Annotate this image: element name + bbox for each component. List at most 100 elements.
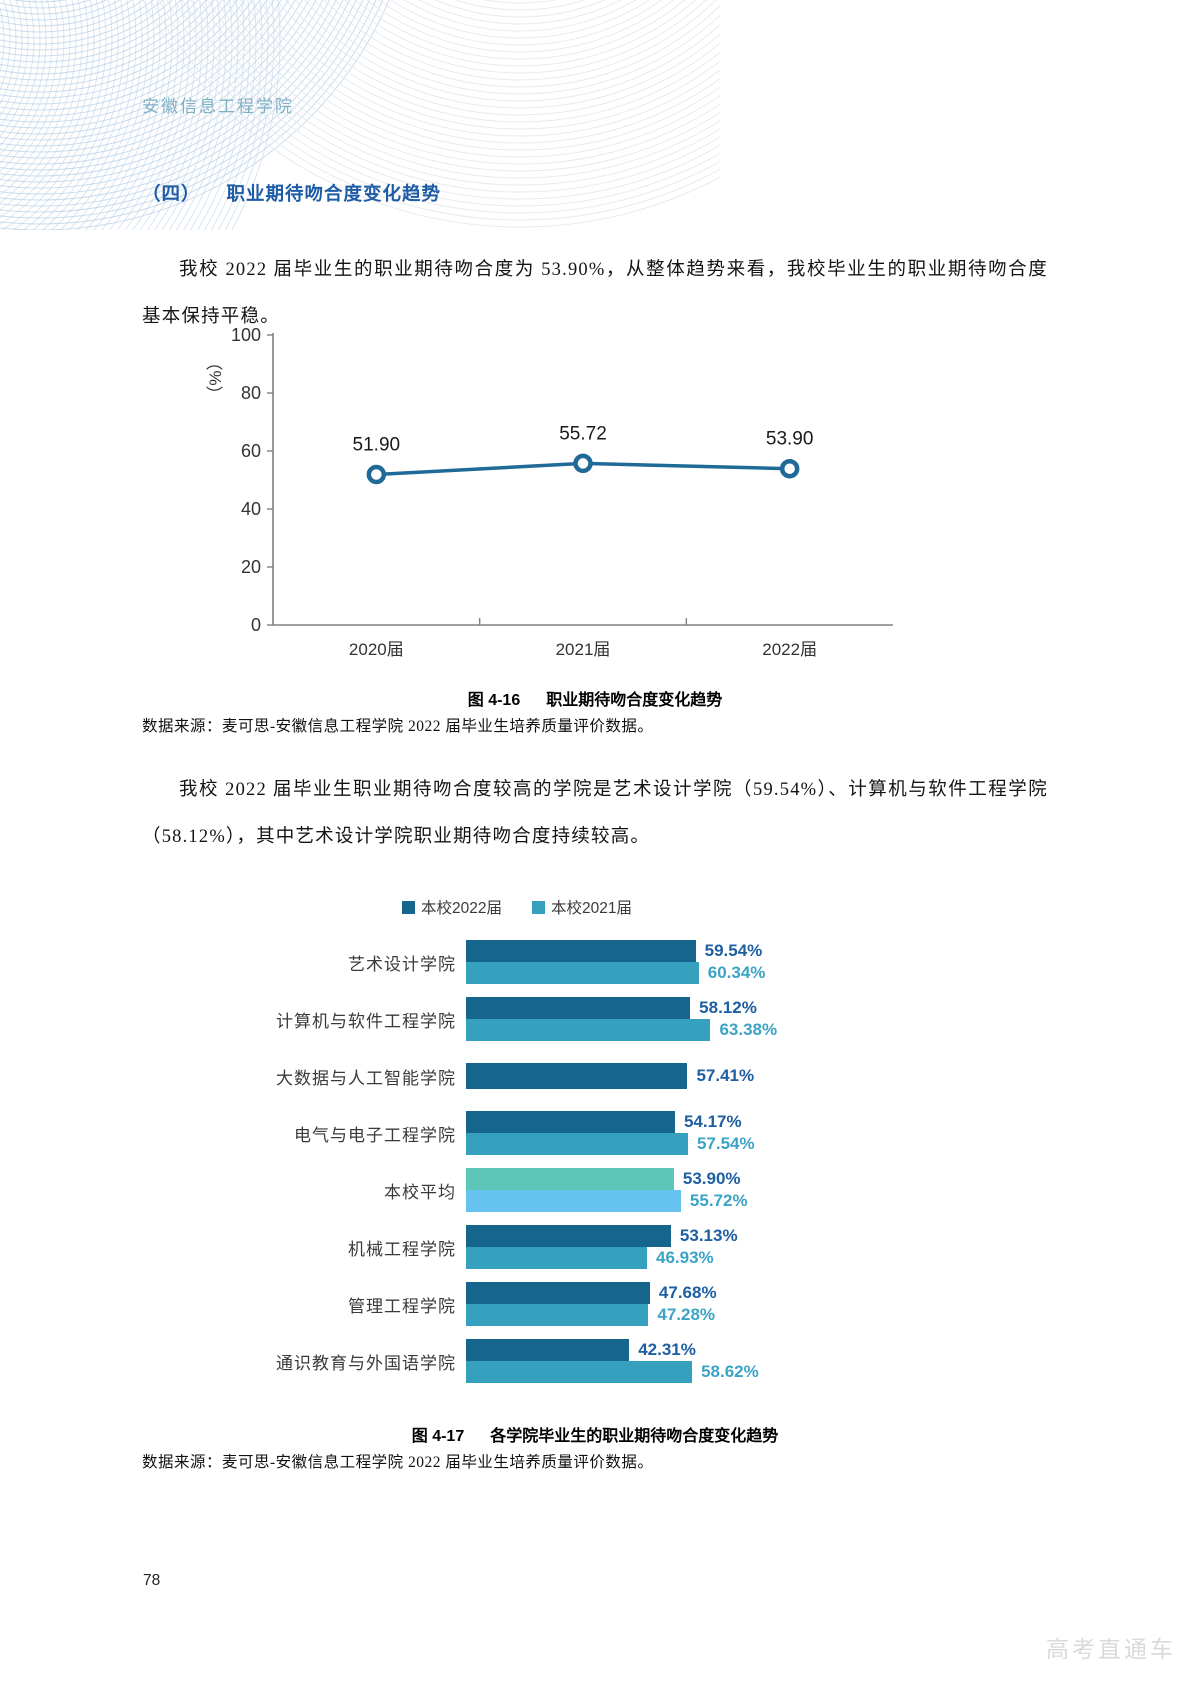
figure-4-16-source: 数据来源：麦可思-安徽信息工程学院 2022 届毕业生培养质量评价数据。 [142, 718, 654, 735]
x-axis-category-label: 2021届 [556, 640, 611, 659]
bar-chart-row: 大数据与人工智能学院 57.41% [244, 1054, 1004, 1098]
data-point-marker [779, 458, 800, 479]
bar-chart-row: 计算机与软件工程学院 58.12% 63.38% [244, 997, 1004, 1041]
figure-4-17-label: 图 4-17 [411, 1428, 465, 1445]
bar-line: 60.34% [466, 962, 765, 984]
bar-本校2021届 [466, 962, 699, 984]
figure-4-17-caption: 图 4-17 各学院毕业生的职业期待吻合度变化趋势 [142, 1422, 1048, 1446]
bar-line: 42.31% [466, 1339, 759, 1361]
bar-line: 57.41% [466, 1063, 754, 1089]
bar-category-label: 电气与电子工程学院 [294, 1125, 456, 1145]
data-point-value-label: 53.90 [766, 429, 814, 450]
bar-value-label: 60.34% [707, 963, 766, 982]
bar-group: 53.90% 55.72% [466, 1168, 748, 1212]
bar-group: 54.17% 57.54% [466, 1111, 755, 1155]
bar-value-label: 59.54% [704, 941, 763, 960]
figure-4-16-label: 图 4-16 [467, 692, 521, 709]
figure-4-16-title: 职业期待吻合度变化趋势 [546, 692, 723, 709]
bar-本校2021届 [466, 1304, 649, 1326]
bar-本校2021届 [466, 1361, 693, 1383]
bar-chart-rows: 艺术设计学院 59.54% 60.34% 计算机与软件工程学院 58.12% 63.38%… [244, 940, 1004, 1383]
bar-group: 59.54% 60.34% [466, 940, 765, 984]
bar-group: 42.31% 58.62% [466, 1339, 759, 1383]
legend-swatch-icon [531, 900, 545, 914]
section-title-text: 职业期待吻合度变化趋势 [226, 183, 442, 204]
bar-chart-row: 艺术设计学院 59.54% 60.34% [244, 940, 1004, 984]
bar-本校2022届 [466, 1282, 650, 1304]
line-chart-figure: 0 20 40 60 80 100 2020届 2021届 2022届 （%） 51.90 55.72… [183, 320, 923, 670]
y-axis-tick-label: 0 [251, 615, 261, 635]
bar-category-label: 通识教育与外国语学院 [276, 1353, 456, 1373]
bar-category-label: 计算机与软件工程学院 [276, 1011, 456, 1031]
line-chart-svg: 0 20 40 60 80 100 2020届 2021届 2022届 （%） 51.90 55.72… [206, 325, 893, 659]
bar-group: 58.12% 63.38% [466, 997, 777, 1041]
legend-swatch-icon [402, 900, 415, 914]
bar-line: 63.38% [466, 1019, 777, 1041]
section-title: （四） 职业期待吻合度变化趋势 [142, 180, 441, 206]
bar-line: 55.72% [466, 1190, 748, 1212]
figure-4-17-source: 数据来源：麦可思-安徽信息工程学院 2022 届毕业生培养质量评价数据。 [142, 1454, 654, 1471]
legend-label: 本校2022届 [421, 900, 502, 917]
bar-line: 47.28% [466, 1304, 717, 1326]
bar-value-label: 47.28% [657, 1305, 716, 1324]
bar-line: 59.54% [466, 940, 765, 962]
bar-value-label: 57.41% [696, 1066, 755, 1085]
bar-group: 53.13% 46.93% [466, 1225, 738, 1269]
bar-value-label: 53.90% [682, 1169, 741, 1188]
bar-line: 54.17% [466, 1111, 755, 1133]
bar-category-label: 机械工程学院 [348, 1239, 456, 1259]
bar-本校2021届 [466, 1133, 688, 1155]
bar-本校2022届 [466, 1111, 675, 1133]
bar-line: 58.62% [466, 1361, 759, 1383]
bar-chart-row: 电气与电子工程学院 54.17% 57.54% [244, 1111, 1004, 1155]
bar-chart-legend: 本校2022届 本校2021届 [402, 896, 1004, 918]
bar-line: 53.13% [466, 1225, 738, 1247]
bar-category-label: 艺术设计学院 [348, 954, 456, 974]
y-axis-unit-label: （%） [206, 353, 225, 402]
x-axis-category-label: 2020届 [349, 640, 404, 659]
bar-本校2021届 [466, 1190, 681, 1212]
bar-chart-figure: 本校2022届 本校2021届 艺术设计学院 59.54% 60.34% 计算机与软件工… [244, 896, 1004, 1396]
data-point-marker [366, 464, 387, 485]
bar-value-label: 63.38% [719, 1020, 778, 1039]
bar-line: 47.68% [466, 1282, 717, 1304]
y-axis-tick-label: 60 [241, 441, 261, 461]
document-header-school-name: 安徽信息工程学院 [142, 97, 294, 116]
bar-chart-row: 管理工程学院 47.68% 47.28% [244, 1282, 1004, 1326]
data-point-marker [573, 453, 593, 474]
bar-chart-row: 机械工程学院 53.13% 46.93% [244, 1225, 1004, 1269]
bar-value-label: 47.68% [658, 1283, 717, 1302]
bar-line: 53.90% [466, 1168, 748, 1190]
bar-本校2022届 [466, 1339, 630, 1361]
data-point-value-label: 55.72 [559, 423, 607, 444]
bar-value-label: 46.93% [656, 1248, 714, 1267]
legend-item: 本校2022届 [402, 896, 502, 918]
x-axis-category-label: 2022届 [762, 640, 817, 659]
legend-label: 本校2021届 [550, 900, 632, 917]
bar-line: 58.12% [466, 997, 777, 1019]
y-axis-tick-label: 100 [231, 325, 261, 345]
bar-本校2021届 [466, 1247, 648, 1269]
bar-chart-row: 本校平均 53.90% 55.72% [244, 1168, 1004, 1212]
figure-4-16-caption: 图 4-16 职业期待吻合度变化趋势 [142, 686, 1048, 710]
bar-group: 47.68% 47.28% [466, 1282, 717, 1326]
bar-本校2022届 [466, 1063, 688, 1089]
section-number: （四） [142, 183, 201, 204]
bar-本校2022届 [466, 997, 691, 1019]
legend-item: 本校2021届 [531, 896, 632, 918]
bar-value-label: 54.17% [683, 1112, 742, 1131]
paragraph-college-summary: 我校 2022 届毕业生职业期待吻合度较高的学院是艺术设计学院（59.54%）、… [142, 779, 1048, 847]
bar-value-label: 57.54% [696, 1134, 755, 1153]
bar-本校2022届 [466, 940, 696, 962]
bar-group: 57.41% [466, 1063, 754, 1089]
y-axis-tick-label: 80 [241, 383, 261, 403]
bar-value-label: 53.13% [679, 1226, 738, 1245]
bar-value-label: 42.31% [638, 1340, 696, 1359]
y-axis-tick-label: 40 [241, 499, 261, 519]
bar-本校2022届 [466, 1168, 674, 1190]
bar-category-label: 本校平均 [384, 1182, 456, 1202]
bar-category-label: 管理工程学院 [348, 1296, 456, 1316]
figure-4-17-title: 各学院毕业生的职业期待吻合度变化趋势 [490, 1428, 779, 1445]
bar-value-label: 55.72% [689, 1191, 748, 1210]
